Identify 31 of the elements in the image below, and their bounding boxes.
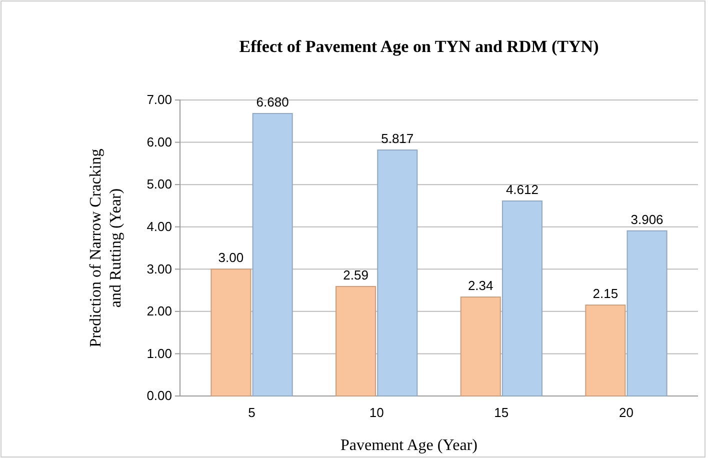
bar (336, 286, 376, 396)
bar (210, 268, 252, 396)
y-tick-label: 5.00 (146, 176, 172, 192)
data-label: 2.59 (343, 267, 368, 282)
bar (585, 304, 626, 396)
data-label: 6.680 (256, 94, 289, 110)
x-tick-label: 15 (494, 405, 509, 420)
bar (502, 200, 542, 396)
x-axis-title: Pavement Age (Year) (340, 437, 478, 454)
y-tick-label: 0.00 (146, 388, 172, 404)
data-label: 3.906 (630, 212, 664, 227)
data-label: 4.612 (506, 182, 538, 197)
bar (460, 296, 501, 396)
bar (252, 113, 293, 396)
y-tick-label: 7.00 (146, 92, 172, 108)
y-tick-label: 1.00 (146, 346, 172, 361)
y-tick-label: 2.00 (146, 304, 172, 319)
data-label: 2.34 (468, 278, 494, 294)
chart-title: Effect of Pavement Age on TYN and RDM (TYN) (239, 37, 599, 56)
y-axis-title: Prediction of Narrow Cracking and Rutting (Year) (87, 148, 124, 348)
x-tick-label: 5 (248, 405, 256, 420)
data-label: 2.15 (592, 286, 618, 302)
y-tick-label: 3.00 (146, 261, 172, 276)
x-tick-label: 20 (618, 405, 634, 420)
bar (377, 150, 418, 396)
data-label: 3.00 (218, 250, 244, 266)
y-tick-label: 4.00 (146, 219, 172, 234)
bar (626, 230, 668, 396)
data-label: 5.817 (381, 131, 414, 146)
x-tick-label: 10 (369, 405, 384, 420)
y-tick-label: 6.00 (146, 134, 172, 150)
